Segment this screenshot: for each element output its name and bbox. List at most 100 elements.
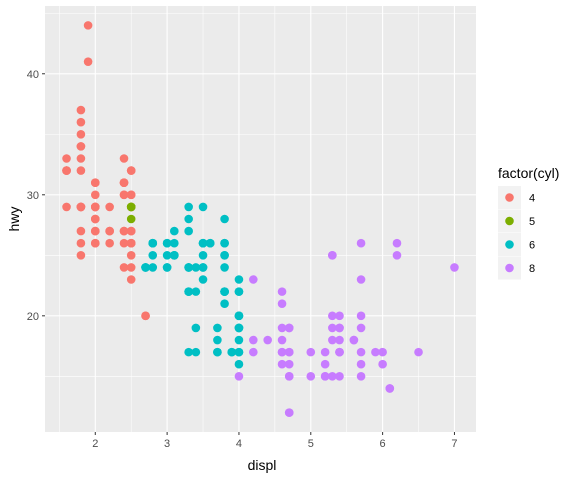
point-cyl-6 bbox=[184, 263, 193, 272]
point-cyl-8 bbox=[335, 372, 344, 381]
point-cyl-8 bbox=[249, 275, 258, 284]
point-cyl-6 bbox=[213, 323, 222, 333]
point-cyl-4 bbox=[126, 238, 136, 248]
point-cyl-6 bbox=[184, 347, 193, 357]
point-cyl-6 bbox=[198, 202, 208, 212]
point-cyl-8 bbox=[450, 263, 459, 272]
point-cyl-6 bbox=[220, 299, 229, 309]
y-tick-label: 20 bbox=[27, 311, 39, 323]
point-cyl-4 bbox=[105, 226, 114, 236]
point-cyl-8 bbox=[263, 335, 272, 345]
point-cyl-6 bbox=[141, 263, 150, 272]
point-cyl-8 bbox=[378, 359, 387, 369]
point-cyl-8 bbox=[371, 347, 380, 357]
point-cyl-5 bbox=[126, 214, 136, 224]
point-cyl-8 bbox=[392, 238, 402, 248]
point-cyl-6 bbox=[234, 287, 244, 296]
point-cyl-8 bbox=[392, 251, 402, 260]
x-tick-label: 3 bbox=[164, 438, 170, 450]
point-cyl-4 bbox=[105, 202, 114, 212]
point-cyl-6 bbox=[148, 263, 158, 272]
legend-key-dot bbox=[505, 193, 514, 202]
point-cyl-8 bbox=[277, 323, 287, 333]
point-cyl-4 bbox=[119, 178, 129, 187]
point-cyl-6 bbox=[234, 359, 244, 369]
y-axis-title: hwy bbox=[6, 207, 22, 232]
point-cyl-4 bbox=[126, 226, 136, 236]
point-cyl-8 bbox=[356, 347, 366, 357]
point-cyl-6 bbox=[227, 347, 237, 357]
point-cyl-6 bbox=[191, 347, 201, 357]
point-cyl-8 bbox=[356, 275, 366, 284]
point-cyl-6 bbox=[198, 251, 208, 260]
point-cyl-4 bbox=[76, 238, 86, 248]
point-cyl-8 bbox=[335, 347, 344, 357]
point-cyl-4 bbox=[119, 238, 129, 248]
point-cyl-4 bbox=[126, 251, 136, 260]
point-cyl-8 bbox=[328, 323, 337, 333]
point-cyl-6 bbox=[213, 335, 222, 345]
point-cyl-6 bbox=[220, 287, 229, 296]
point-cyl-8 bbox=[320, 359, 330, 369]
point-cyl-6 bbox=[184, 214, 193, 224]
point-cyl-4 bbox=[62, 166, 71, 175]
legend-key-dot bbox=[505, 240, 514, 249]
point-cyl-6 bbox=[234, 323, 244, 333]
point-cyl-6 bbox=[184, 202, 193, 212]
point-cyl-4 bbox=[90, 238, 100, 248]
point-cyl-4 bbox=[76, 226, 86, 236]
point-cyl-8 bbox=[328, 251, 337, 260]
point-cyl-4 bbox=[90, 202, 100, 212]
x-tick-label: 7 bbox=[451, 438, 457, 450]
y-tick-label: 30 bbox=[27, 190, 39, 202]
point-cyl-6 bbox=[198, 263, 208, 272]
point-cyl-8 bbox=[356, 238, 366, 248]
x-tick-label: 4 bbox=[236, 438, 242, 450]
point-cyl-8 bbox=[349, 335, 359, 345]
point-cyl-5 bbox=[126, 202, 136, 212]
point-cyl-8 bbox=[320, 372, 330, 381]
legend-key-dot bbox=[505, 216, 514, 226]
point-cyl-6 bbox=[162, 251, 172, 260]
x-axis-ticks: 2 3 4 5 6 7 bbox=[92, 432, 458, 450]
point-cyl-8 bbox=[328, 311, 337, 321]
point-cyl-8 bbox=[234, 372, 244, 381]
point-cyl-6 bbox=[198, 275, 208, 284]
legend: factor(cyl) 4 5 6 8 bbox=[498, 165, 559, 280]
point-cyl-4 bbox=[76, 166, 86, 175]
point-cyl-4 bbox=[62, 202, 71, 212]
point-cyl-8 bbox=[277, 287, 287, 296]
point-cyl-8 bbox=[249, 335, 258, 345]
point-cyl-6 bbox=[234, 347, 244, 357]
point-cyl-8 bbox=[284, 323, 294, 333]
point-cyl-8 bbox=[335, 335, 344, 345]
point-cyl-6 bbox=[205, 238, 215, 248]
x-tick-label: 6 bbox=[380, 438, 386, 450]
point-cyl-8 bbox=[356, 359, 366, 369]
point-cyl-6 bbox=[234, 311, 244, 321]
point-cyl-4 bbox=[83, 57, 93, 66]
point-cyl-6 bbox=[184, 287, 193, 296]
point-cyl-6 bbox=[213, 347, 222, 357]
point-cyl-8 bbox=[284, 359, 294, 369]
point-cyl-4 bbox=[119, 190, 129, 200]
point-cyl-4 bbox=[76, 154, 86, 163]
data-points bbox=[62, 21, 459, 417]
legend-label: 5 bbox=[529, 216, 535, 228]
legend-key-dot bbox=[505, 263, 514, 273]
point-cyl-8 bbox=[277, 299, 287, 309]
point-cyl-4 bbox=[126, 263, 136, 272]
legend-label: 4 bbox=[529, 193, 535, 205]
y-axis-ticks: 20 30 40 bbox=[27, 69, 45, 323]
point-cyl-4 bbox=[62, 154, 71, 163]
point-cyl-8 bbox=[335, 323, 344, 333]
point-cyl-6 bbox=[234, 275, 244, 284]
legend-title: factor(cyl) bbox=[498, 165, 559, 181]
point-cyl-6 bbox=[170, 226, 179, 236]
point-cyl-6 bbox=[162, 238, 172, 248]
legend-label: 6 bbox=[529, 240, 535, 252]
point-cyl-4 bbox=[105, 238, 114, 248]
point-cyl-8 bbox=[306, 372, 316, 381]
point-cyl-6 bbox=[191, 287, 201, 296]
